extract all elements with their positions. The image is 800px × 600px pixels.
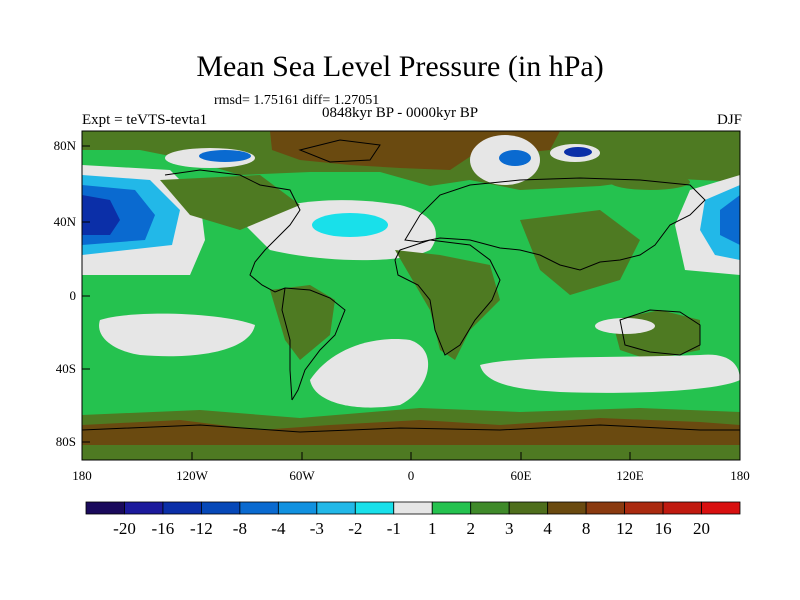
siberia-dark-green [610,174,690,190]
africa-dark-green [395,250,500,360]
colorbar-label-8: 1 [427,519,437,538]
antarctic-brown [82,418,740,445]
colorbar-box-5 [277,501,318,515]
colorbar-label-12: 8 [581,519,591,538]
colorbar-box-14 [624,501,664,515]
lon-tick-180e: 180 [730,468,750,483]
lat-tick-40s: 40S [55,361,76,376]
lon-tick-0: 0 [407,468,415,483]
colorbar-label-2: -12 [190,519,213,538]
north-america-dark-green [160,175,300,230]
season-label: DJF [716,112,742,128]
stats-text: rmsd= 1.75161 diff= 1.27051 [214,93,380,108]
lon-tick-120e: 120E [616,468,644,483]
colorbar-box-11 [508,501,549,515]
colorbar-label-1: -16 [151,519,175,538]
colorbar-box-6 [316,501,356,515]
coast-south-america-east [284,287,346,401]
coast-africa [394,239,501,356]
colorbar-box-9 [431,501,472,515]
colorbar-box-2 [162,501,202,515]
map-title: Mean Sea Level Pressure (in hPa) [196,50,604,83]
arctic-blue-3 [564,147,592,157]
colorbar-box-4 [239,501,279,515]
colorbar-label-9: 2 [466,519,475,538]
atlantic-cyan [312,213,388,237]
coast-australia [619,309,701,356]
colorbar-label-13: 12 [616,519,634,538]
colorbar-label-4: -4 [271,519,286,538]
arctic-brown [270,131,480,170]
colorbar-label-11: 4 [543,519,552,538]
coast-antarctica [82,424,740,433]
south-pacific-gray [99,313,256,357]
colorbar-label-14: 16 [654,519,672,538]
coast-greenland [298,139,381,163]
colorbar-label-5: -3 [309,519,324,538]
indian-gray-small [595,318,655,334]
arctic-blue-1 [199,150,251,162]
colorbar-box-13 [585,501,625,515]
colorbar [85,501,741,515]
colorbar-label-0: -20 [113,519,136,538]
colorbar-box-12 [547,501,587,515]
colorbar-label-3: -8 [232,519,247,538]
lon-tick-60w: 60W [289,468,315,483]
colorbar-label-7: -1 [386,519,401,538]
lat-tick-80s: 80S [55,434,76,449]
colorbar-box-10 [470,501,510,515]
lat-tick-80n: 80N [53,138,76,153]
colorbar-box-0 [85,501,125,515]
south-america-dark-green [270,285,335,360]
coast-south-america-west [281,287,293,401]
colorbar-box-16 [701,501,741,515]
colorbar-label-6: -2 [348,519,363,538]
colorbar-box-3 [201,501,241,515]
colorbar-box-15 [662,501,702,515]
lat-tick-0: 0 [69,288,77,303]
axis-ticks [82,145,631,460]
colorbar-label-10: 3 [504,519,514,538]
lat-tick-40n: 40N [53,214,76,229]
aleutian-blue-east [720,195,740,245]
arctic-blue-2 [499,150,531,166]
lon-tick-120w: 120W [176,468,208,483]
coastlines [82,139,740,433]
pressure-field [82,131,740,460]
colorbar-box-7 [354,501,395,515]
period-text: 0848kyr BP - 0000kyr BP [322,105,479,121]
coast-eurasia [404,177,706,271]
aleutian-darkblue-west [82,195,120,235]
colorbar-label-15: 20 [693,519,710,538]
lon-tick-180w: 180 [72,468,92,483]
coast-north-america [164,169,301,293]
colorbar-box-1 [124,501,164,515]
south-atlantic-gray [310,339,429,408]
lon-tick-60e: 60E [510,468,532,483]
asia-dark-green [520,210,640,295]
experiment-label: Expt = teVTS-tevta1 [82,112,208,128]
indian-ocean-gray [480,354,740,393]
colorbar-box-8 [393,501,433,515]
